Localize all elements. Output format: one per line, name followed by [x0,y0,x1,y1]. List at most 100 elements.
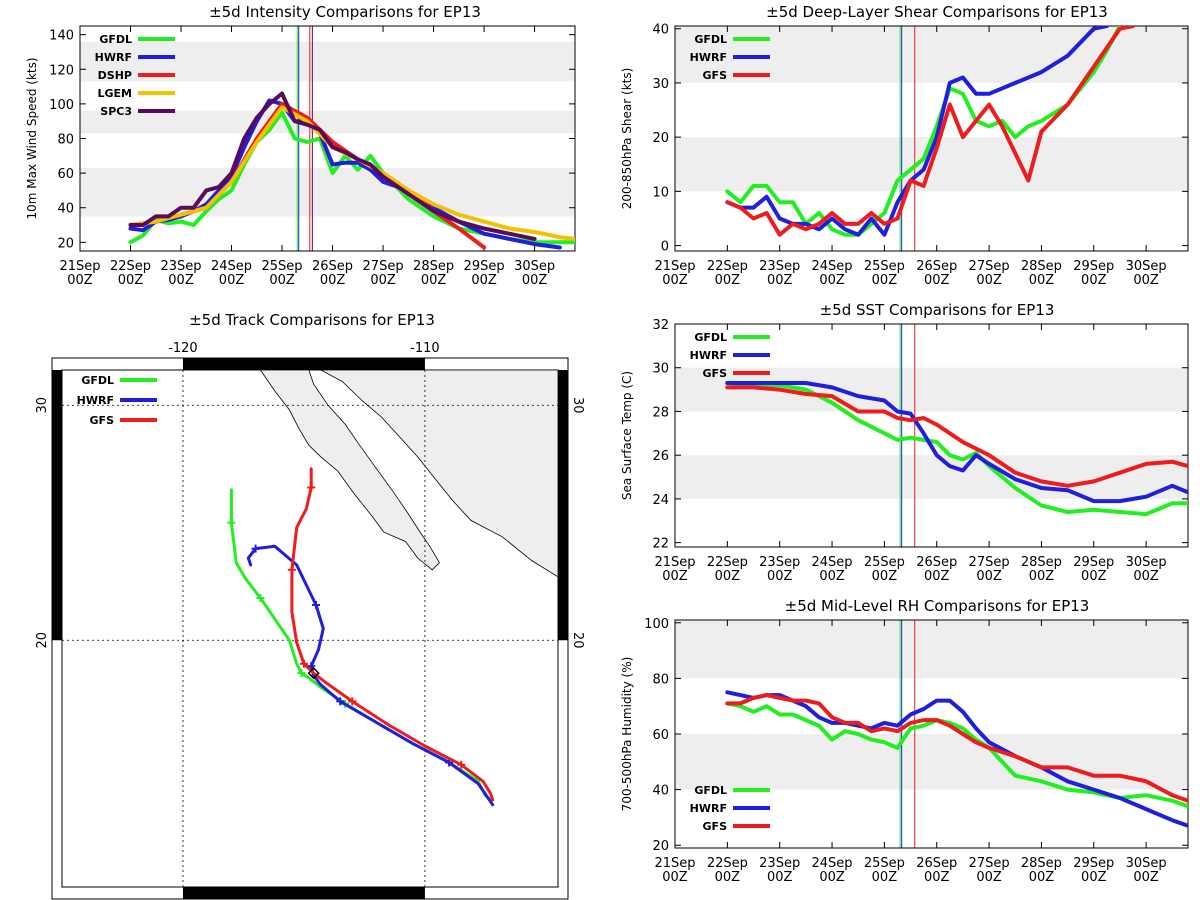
y-tick-label: 80 [652,672,669,687]
latitude-label-right: 30 [570,397,585,414]
legend-label: GFS [90,414,115,427]
x-tick-label-day: 23Sep [759,555,800,570]
x-tick-label-day: 30Sep [1126,856,1167,871]
track-marker-gfs [307,483,316,492]
x-tick-label-hour: 00Z [924,569,950,584]
y-tick-label: 40 [652,23,669,38]
shaded-band [675,620,1188,679]
x-tick-label-day: 26Sep [916,555,957,570]
x-tick-label-day: 27Sep [969,856,1010,871]
legend-label: GFDL [694,784,727,797]
track-marker-hwrf [251,544,260,553]
x-tick-label-hour: 00Z [924,870,950,885]
x-tick-label-day: 21Sep [654,856,695,871]
x-tick-label-hour: 00Z [370,273,396,288]
y-tick-label: 140 [49,29,74,44]
x-tick-label-day: 24Sep [812,555,853,570]
y-tick-label: 40 [57,202,74,217]
track-line-gfs [290,467,495,802]
shear-chart: ±5d Deep-Layer Shear Comparisons for EP1… [620,3,1189,288]
legend-label: LGEM [98,87,133,100]
map-border-bar-left [52,370,62,641]
latitude-label-left: 30 [35,397,50,414]
track-marker-hwrf [312,601,321,609]
sst-chart: ±5d SST Comparisons for EP13 22 24 26 28 30 3… [620,301,1189,584]
x-tick-label-day: 21Sep [654,259,695,274]
x-tick-label-hour: 00Z [872,569,898,584]
x-tick-label-day: 25Sep [864,555,905,570]
legend: GFDL HWRF DSHP LGEM SPC3 [95,33,175,118]
x-tick-label-hour: 00Z [976,569,1002,584]
plot-frame [674,25,1189,252]
x-tick-label-day: 22Sep [707,555,748,570]
x-tick-label-day: 24Sep [812,259,853,274]
x-tick-label-day: 23Sep [759,259,800,274]
x-tick-label-day: 30Sep [1126,259,1167,274]
x-tick-label-day: 26Sep [312,259,353,274]
chart-title: ±5d Deep-Layer Shear Comparisons for EP1… [766,3,1108,21]
legend-label: HWRF [690,51,727,64]
legend-label: GFDL [81,374,114,387]
chart-title: ±5d Mid-Level RH Comparisons for EP13 [785,597,1090,615]
legend: GFDL HWRF GFS [77,374,157,427]
x-tick-label-hour: 00Z [269,273,295,288]
x-tick-label-hour: 00Z [1029,569,1055,584]
legend: GFDL HWRF GFS [690,784,770,833]
series-line-gfs [725,693,1188,803]
x-tick-label-day: 30Sep [1126,555,1167,570]
series-group [128,91,575,250]
map-border-bar-bottom [182,887,425,899]
x-tick-label-hour: 00Z [662,870,688,885]
x-tick-label-hour: 00Z [715,569,741,584]
series-line-gfdl [725,381,1188,517]
legend-label: GFDL [694,33,727,46]
series-line-gfs [725,26,1135,237]
chart-title: ±5d SST Comparisons for EP13 [820,301,1055,319]
track-marker-gfdl [297,669,306,678]
y-tick-label: 22 [652,537,669,552]
y-tick-label: 120 [49,63,74,78]
x-tick-label-day: 28Sep [1021,259,1062,274]
x-tick-label-day: 28Sep [1021,555,1062,570]
series-line-gfdl [725,26,1122,237]
legend-label: HWRF [690,802,727,815]
latitude-label-left: 20 [35,632,50,649]
track-marker-hwrf [336,697,345,706]
x-tick-label-day: 24Sep [211,259,252,274]
y-axis-label: 200-850hPa Shear (kts) [620,68,634,210]
series-line-hwrf [725,26,1109,237]
x-tick-label-day: 24Sep [812,856,853,871]
y-tick-label: 30 [652,362,669,377]
y-axis-label: 10m Max Wind Speed (kts) [25,57,39,219]
x-tick-label-hour: 00Z [819,870,845,885]
legend-label: DSHP [98,69,132,82]
x-tick-label-day: 27Sep [969,259,1010,274]
land-baja-california [219,370,440,571]
intensity-chart: ±5d Intensity Comparisons for EP13 20 40 6… [25,3,576,288]
x-tick-label-hour: 00Z [976,273,1002,288]
longitude-label-top: -110 [410,341,440,356]
track-marker-gfdl [227,518,236,527]
x-tick-label-hour: 00Z [976,870,1002,885]
y-tick-label: 24 [652,493,669,508]
legend-label: HWRF [690,349,727,362]
x-tick-label-hour: 00Z [168,273,194,288]
track-marker-gfs [299,659,308,668]
x-tick-label-hour: 00Z [715,870,741,885]
x-tick-label-day: 27Sep [969,555,1010,570]
map-content [62,370,558,887]
x-tick-label-day: 28Sep [413,259,454,274]
y-tick-label: 32 [652,318,669,333]
x-tick-label-hour: 00Z [715,273,741,288]
series-group [725,26,1135,237]
legend: GFDL HWRF GFS [690,331,770,380]
y-tick-label: 100 [49,98,74,113]
legend-label: GFDL [99,33,132,46]
chart-title: ±5d Track Comparisons for EP13 [189,311,435,329]
x-tick-label-hour: 00Z [767,569,793,584]
x-tick-label-hour: 00Z [1133,569,1159,584]
legend-label: GFS [703,69,728,82]
x-tick-label-day: 29Sep [464,259,505,274]
y-tick-label: 60 [57,167,74,182]
x-tick-label-hour: 00Z [1081,870,1107,885]
